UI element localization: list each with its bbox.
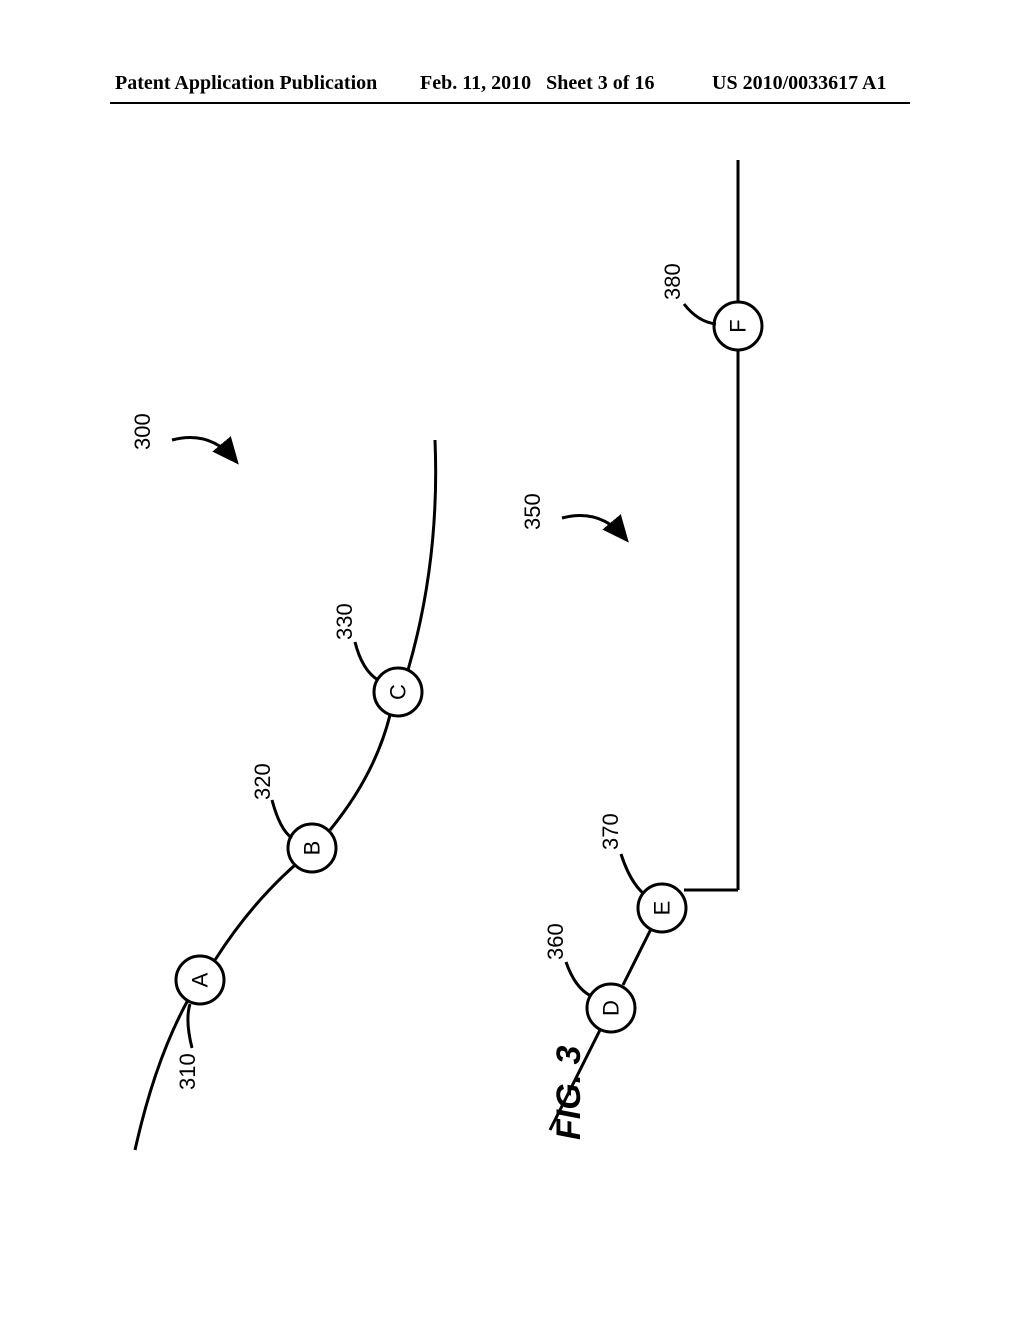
header-date: Feb. 11, 2010 bbox=[420, 72, 531, 94]
leader-370 bbox=[621, 854, 644, 894]
group-300: 300 A 310 B 320 bbox=[130, 413, 436, 1150]
ref-350: 350 bbox=[520, 493, 545, 530]
ref-310: 310 bbox=[175, 1053, 200, 1090]
leader-330 bbox=[355, 642, 378, 680]
node-C: C bbox=[374, 668, 422, 716]
figure-3: 300 A 310 B 320 bbox=[100, 130, 920, 1230]
ref-380: 380 bbox=[660, 263, 685, 300]
node-A: A bbox=[176, 956, 224, 1004]
leader-320 bbox=[272, 800, 292, 838]
node-C-label: C bbox=[386, 684, 411, 700]
leader-380 bbox=[684, 304, 716, 324]
arrow-350 bbox=[562, 516, 625, 539]
node-E: E bbox=[638, 884, 686, 932]
leader-310 bbox=[188, 1004, 192, 1048]
node-A-label: A bbox=[188, 972, 213, 987]
group-350: 350 D 360 E 370 bbox=[520, 160, 762, 1130]
leader-360 bbox=[566, 962, 591, 996]
figure-caption: FIG. 3 bbox=[550, 1045, 588, 1140]
node-D-label: D bbox=[599, 1000, 624, 1016]
ref-300: 300 bbox=[130, 413, 155, 450]
curve-B-C bbox=[330, 715, 390, 830]
arrow-300 bbox=[172, 438, 235, 461]
node-E-label: E bbox=[650, 901, 675, 916]
node-D: D bbox=[587, 984, 635, 1032]
seg-D-E bbox=[623, 927, 652, 985]
curve-A-B bbox=[215, 865, 295, 960]
header-sheet: Sheet 3 of 16 bbox=[546, 72, 654, 94]
header-right: US 2010/0033617 A1 bbox=[712, 72, 886, 95]
header-rule bbox=[110, 102, 910, 104]
node-B: B bbox=[288, 824, 336, 872]
page: Patent Application Publication Feb. 11, … bbox=[0, 0, 1024, 1320]
ref-320: 320 bbox=[250, 763, 275, 800]
node-B-label: B bbox=[300, 841, 325, 856]
header-left: Patent Application Publication bbox=[115, 72, 377, 95]
node-F-label: F bbox=[726, 319, 751, 332]
header-mid: Feb. 11, 2010 Sheet 3 of 16 bbox=[420, 72, 654, 95]
node-F: F bbox=[714, 302, 762, 350]
ref-370: 370 bbox=[598, 813, 623, 850]
ref-330: 330 bbox=[332, 603, 357, 640]
ref-360: 360 bbox=[543, 923, 568, 960]
curve-C-top bbox=[408, 440, 436, 670]
